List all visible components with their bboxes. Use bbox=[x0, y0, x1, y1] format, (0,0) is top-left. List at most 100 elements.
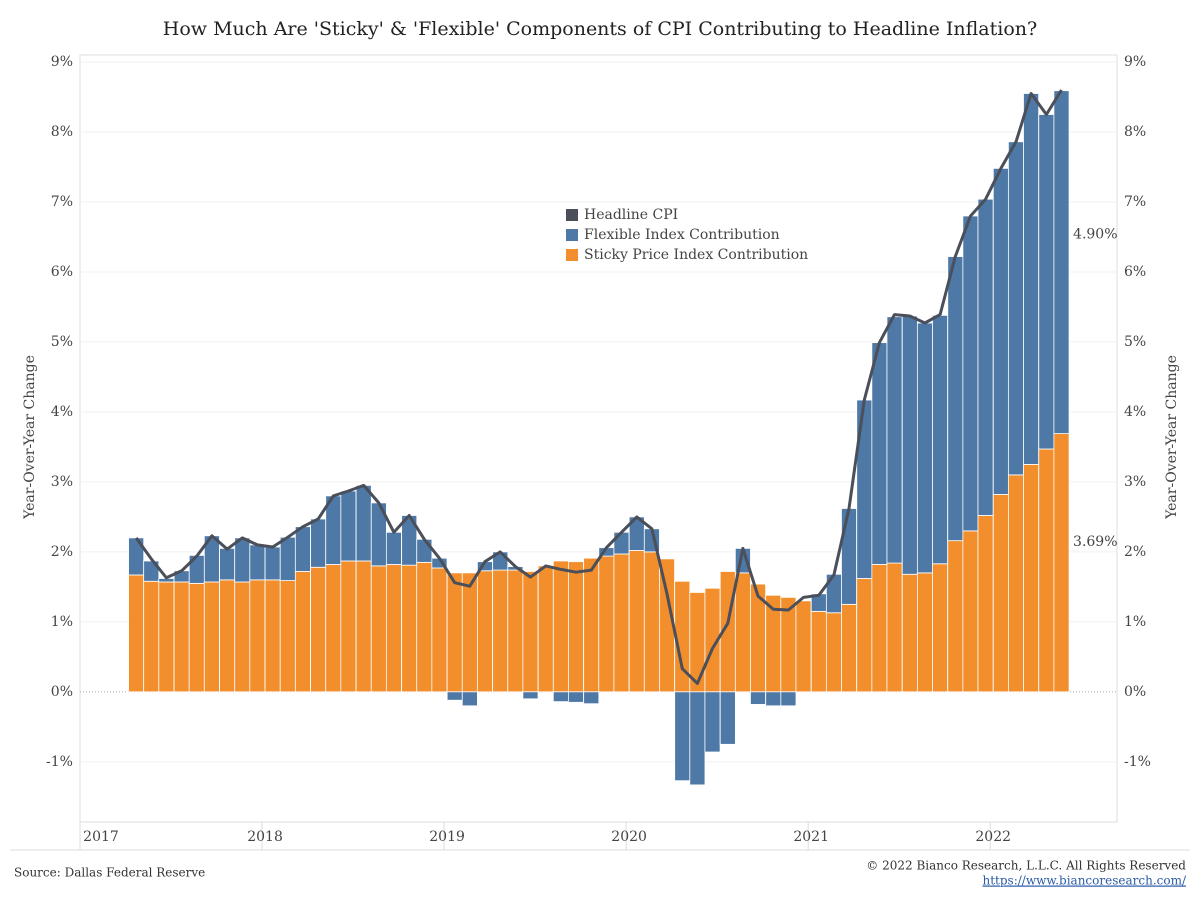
copyright: © 2022 Bianco Research, L.L.C. All Right… bbox=[866, 859, 1186, 873]
bar bbox=[279, 536, 296, 581]
bar bbox=[158, 581, 175, 693]
legend-label: Headline CPI bbox=[584, 207, 678, 223]
bar bbox=[476, 570, 493, 693]
bar bbox=[507, 569, 524, 693]
y-tick-label: 0% bbox=[51, 684, 73, 700]
bar bbox=[628, 550, 645, 693]
website-link[interactable]: https://www.biancoresearch.com/ bbox=[982, 874, 1186, 888]
y-tick-label: -1% bbox=[46, 754, 73, 770]
bar bbox=[264, 546, 281, 581]
plot-frame bbox=[79, 54, 1118, 823]
bar bbox=[810, 610, 827, 693]
bar bbox=[401, 564, 418, 693]
y-tick-label: 2% bbox=[51, 544, 73, 560]
bar bbox=[355, 560, 372, 693]
bar bbox=[279, 580, 296, 693]
legend-swatch bbox=[566, 249, 578, 261]
bar bbox=[522, 571, 539, 693]
bar bbox=[1007, 474, 1024, 693]
legend-swatch bbox=[566, 209, 578, 221]
y-tick-label: 4% bbox=[51, 404, 73, 420]
y2-tick-label: 1% bbox=[1124, 614, 1146, 630]
bar bbox=[294, 526, 311, 572]
bar bbox=[325, 564, 342, 693]
y-axis-label: Year-Over-Year Change bbox=[22, 355, 38, 520]
y-tick-label: 8% bbox=[51, 124, 73, 140]
bar bbox=[901, 315, 918, 575]
bar bbox=[947, 256, 964, 542]
x-tick-label: 2022 bbox=[975, 829, 1011, 845]
value-label: 4.90% bbox=[1073, 227, 1117, 243]
bar bbox=[583, 691, 600, 705]
bar bbox=[249, 579, 266, 693]
bar bbox=[992, 167, 1009, 495]
x-tick-label: 2021 bbox=[793, 829, 829, 845]
bar bbox=[765, 691, 782, 707]
bar bbox=[552, 691, 569, 703]
y2-axis-label: Year-Over-Year Change bbox=[1164, 355, 1180, 520]
bar bbox=[461, 691, 478, 707]
bar bbox=[1038, 114, 1055, 450]
y2-tick-label: 8% bbox=[1124, 124, 1146, 140]
bar bbox=[932, 563, 949, 693]
y2-tick-label: -1% bbox=[1124, 754, 1151, 770]
bar bbox=[704, 691, 721, 753]
bar bbox=[780, 596, 797, 693]
bar bbox=[567, 691, 584, 703]
legend-swatch bbox=[566, 229, 578, 241]
bar bbox=[431, 567, 448, 693]
bar bbox=[719, 691, 736, 745]
bar bbox=[492, 569, 509, 693]
bar bbox=[886, 316, 903, 564]
bar bbox=[1007, 141, 1024, 476]
y-tick-label: 7% bbox=[51, 194, 73, 210]
bar bbox=[264, 579, 281, 693]
bar bbox=[294, 571, 311, 693]
y-tick-label: 5% bbox=[51, 334, 73, 350]
y2-tick-label: 3% bbox=[1124, 474, 1146, 490]
bar bbox=[750, 691, 766, 705]
y2-tick-label: 2% bbox=[1124, 544, 1146, 560]
legend-label: Flexible Index Contribution bbox=[584, 227, 780, 243]
bar bbox=[446, 572, 463, 693]
bar bbox=[583, 557, 600, 693]
bar bbox=[734, 572, 751, 693]
bar bbox=[1023, 93, 1040, 465]
y2-tick-label: 5% bbox=[1124, 334, 1146, 350]
y2-tick-label: 4% bbox=[1124, 404, 1146, 420]
bar bbox=[416, 538, 433, 563]
bar bbox=[461, 572, 478, 693]
bar bbox=[1053, 90, 1070, 435]
bar bbox=[962, 530, 979, 693]
bar bbox=[446, 691, 463, 701]
bar bbox=[613, 531, 630, 555]
bar bbox=[234, 537, 251, 583]
bar bbox=[795, 600, 812, 693]
chart-title: How Much Are 'Sticky' & 'Flexible' Compo… bbox=[163, 18, 1037, 40]
x-tick-label: 2017 bbox=[83, 829, 119, 845]
bar bbox=[310, 566, 327, 693]
bar bbox=[219, 579, 236, 693]
headline-line bbox=[134, 89, 1063, 685]
bar bbox=[886, 562, 903, 693]
bar bbox=[552, 560, 569, 693]
bar bbox=[992, 494, 1009, 693]
bar bbox=[385, 531, 402, 565]
bar bbox=[977, 198, 994, 516]
x-tick-label: 2018 bbox=[247, 829, 283, 845]
bar bbox=[841, 508, 858, 605]
source-note: Source: Dallas Federal Reserve bbox=[14, 866, 205, 880]
x-tick-label: 2020 bbox=[611, 829, 647, 845]
bar bbox=[522, 691, 539, 700]
bar bbox=[780, 691, 797, 707]
bar bbox=[173, 581, 190, 693]
y2-tick-label: 9% bbox=[1124, 54, 1146, 70]
bar bbox=[932, 314, 949, 565]
y-tick-label: 3% bbox=[51, 474, 73, 490]
bar bbox=[234, 581, 251, 693]
value-label: 3.69% bbox=[1073, 534, 1117, 550]
bar bbox=[856, 578, 873, 693]
bar bbox=[416, 561, 433, 693]
